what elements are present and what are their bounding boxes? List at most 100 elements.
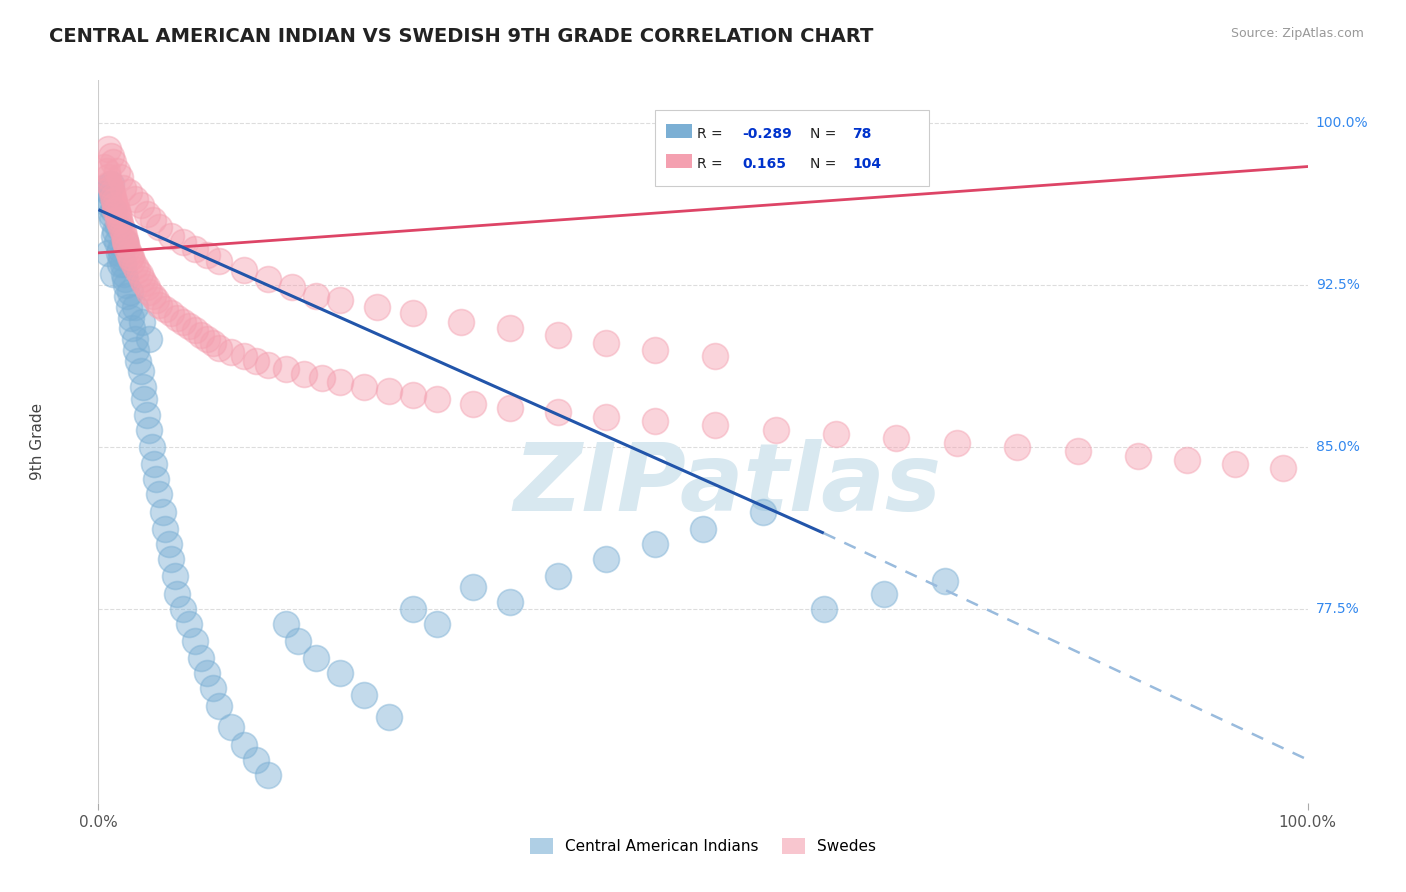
Text: 77.5%: 77.5% — [1316, 602, 1360, 615]
Point — [115, 278, 138, 293]
Point — [644, 343, 666, 357]
Point — [190, 651, 212, 665]
Point — [765, 423, 787, 437]
Point — [107, 219, 129, 234]
Point — [202, 681, 225, 696]
Point — [111, 181, 134, 195]
Point — [886, 431, 908, 445]
Point — [112, 228, 135, 243]
Point — [172, 315, 194, 329]
Point — [124, 332, 146, 346]
Point — [547, 327, 569, 342]
Point — [120, 250, 142, 264]
Point — [256, 768, 278, 782]
Point — [129, 364, 152, 378]
Point — [108, 170, 131, 185]
Point — [825, 427, 848, 442]
Point — [202, 336, 225, 351]
Point — [110, 250, 132, 264]
Point — [934, 574, 956, 588]
Text: R =: R = — [697, 127, 727, 141]
Point — [100, 207, 122, 221]
Point — [98, 198, 121, 212]
Point — [221, 720, 243, 734]
Point — [118, 300, 141, 314]
Text: N =: N = — [810, 127, 841, 141]
Point — [121, 321, 143, 335]
Point — [595, 409, 617, 424]
Point — [1223, 457, 1246, 471]
Point — [121, 254, 143, 268]
Legend: Central American Indians, Swedes: Central American Indians, Swedes — [524, 832, 882, 860]
Point — [305, 289, 328, 303]
Point — [120, 310, 142, 325]
Text: R =: R = — [697, 157, 727, 171]
Point — [111, 257, 134, 271]
Point — [108, 211, 131, 226]
Point — [114, 233, 136, 247]
Point — [873, 586, 896, 600]
Point — [112, 268, 135, 282]
Point — [704, 418, 727, 433]
Point — [148, 487, 170, 501]
Point — [152, 505, 174, 519]
Point — [114, 235, 136, 249]
Point — [245, 353, 267, 368]
Text: 100.0%: 100.0% — [1316, 117, 1368, 130]
Text: 92.5%: 92.5% — [1316, 278, 1360, 293]
Point — [377, 384, 399, 398]
Point — [1128, 449, 1150, 463]
Point — [179, 319, 201, 334]
Point — [107, 213, 129, 227]
Point — [311, 371, 333, 385]
Point — [366, 300, 388, 314]
Point — [353, 379, 375, 393]
Point — [135, 280, 157, 294]
Point — [124, 259, 146, 273]
Point — [426, 392, 449, 407]
Point — [287, 634, 309, 648]
Point — [232, 349, 254, 363]
Point — [97, 170, 120, 185]
Point — [117, 242, 139, 256]
Point — [463, 397, 485, 411]
Point — [108, 242, 131, 256]
Text: ZIPatlas: ZIPatlas — [513, 439, 941, 531]
Point — [127, 263, 149, 277]
Point — [105, 202, 128, 217]
Point — [134, 392, 156, 407]
Point — [305, 651, 328, 665]
Point — [131, 271, 153, 285]
Point — [97, 245, 120, 260]
Point — [118, 285, 141, 299]
Text: 0.165: 0.165 — [742, 157, 786, 171]
Point — [163, 569, 186, 583]
Point — [142, 213, 165, 227]
Point — [463, 580, 485, 594]
Point — [100, 181, 122, 195]
Point — [195, 666, 218, 681]
Point — [184, 634, 207, 648]
Point — [184, 323, 207, 337]
Point — [402, 601, 425, 615]
Text: 9th Grade: 9th Grade — [31, 403, 45, 480]
Point — [402, 306, 425, 320]
Point — [208, 341, 231, 355]
Point — [813, 601, 835, 615]
Point — [108, 245, 131, 260]
Point — [547, 569, 569, 583]
Point — [104, 202, 127, 217]
Point — [96, 164, 118, 178]
Point — [292, 367, 315, 381]
Point — [377, 709, 399, 723]
Point — [105, 164, 128, 178]
Point — [184, 242, 207, 256]
Point — [131, 315, 153, 329]
Point — [160, 552, 183, 566]
Point — [595, 336, 617, 351]
Text: Source: ZipAtlas.com: Source: ZipAtlas.com — [1230, 27, 1364, 40]
Point — [135, 408, 157, 422]
Point — [498, 595, 520, 609]
Point — [101, 202, 124, 217]
Point — [148, 297, 170, 311]
